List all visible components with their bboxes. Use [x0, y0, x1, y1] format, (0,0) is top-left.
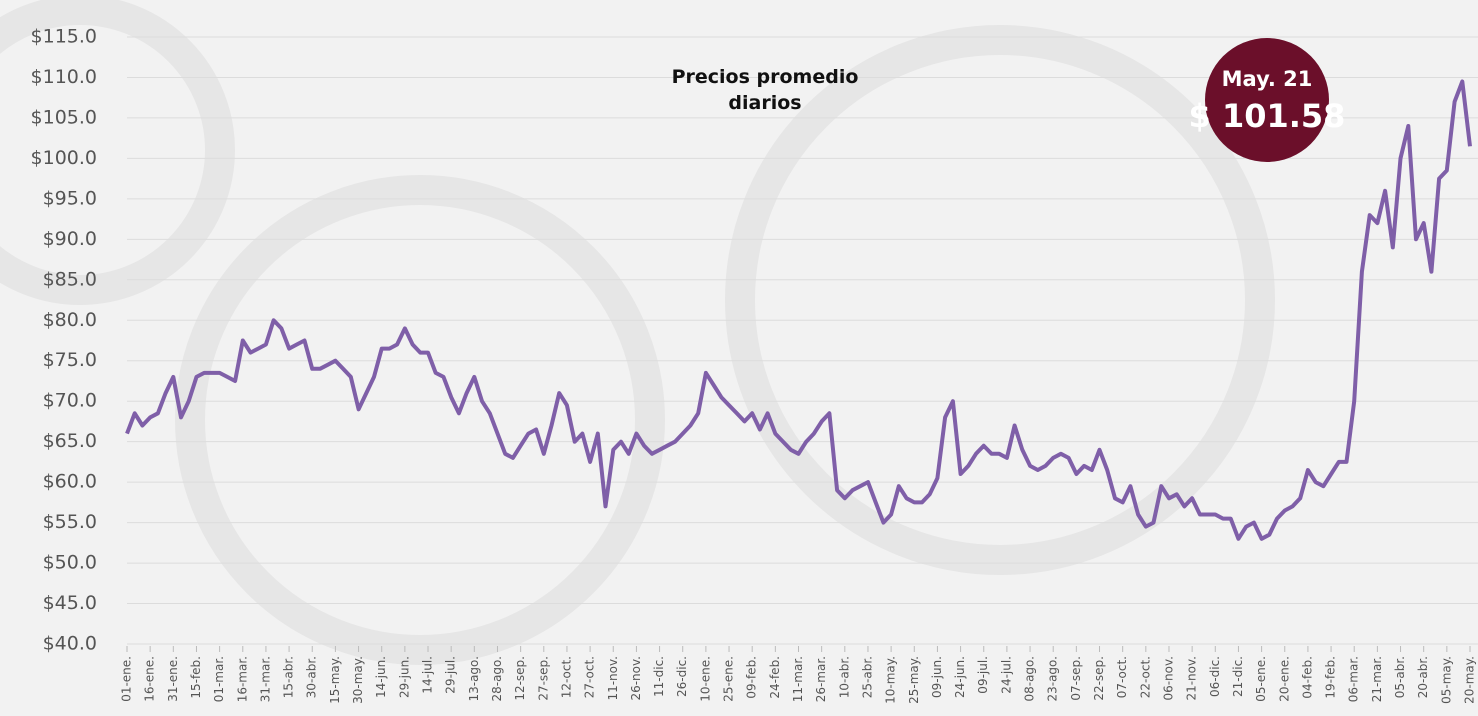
x-tick-label: 28-ago.: [490, 656, 504, 702]
x-tick-label: 05-ene.: [1254, 656, 1268, 702]
x-tick-label: 09-jul.: [976, 656, 990, 694]
x-tick-label: 22-oct.: [1138, 656, 1152, 698]
x-tick-label: 15-feb.: [189, 656, 203, 699]
y-tick-label: $50.0: [43, 552, 97, 574]
x-tick-label: 11-mar.: [791, 656, 805, 702]
x-tick-label: 15-may.: [328, 656, 342, 704]
x-tick-label: 14-jun.: [374, 656, 388, 698]
x-tick-label: 16-ene.: [143, 656, 157, 702]
y-tick-label: $45.0: [43, 592, 97, 614]
x-tick-label: 07-sep.: [1069, 656, 1083, 701]
x-tick-label: 01-ene.: [120, 656, 134, 702]
x-tick-label: 06-nov.: [1161, 656, 1175, 701]
x-tick-label: 10-abr.: [837, 656, 851, 698]
x-tick-label: 19-feb.: [1324, 656, 1338, 699]
chart: $40.0 $45.0 $50.0 $55.0 $60.0 $65.0 $70.0 $75.0…: [0, 0, 1478, 716]
x-tick-label: 25-may.: [907, 656, 921, 704]
background-decoration: [0, 10, 1260, 650]
x-tick-label: 12-sep.: [513, 656, 527, 701]
y-tick-label: $110.0: [31, 66, 97, 88]
x-tick-label: 25-abr.: [860, 656, 874, 698]
y-tick-label: $60.0: [43, 471, 97, 493]
y-tick-label: $40.0: [43, 633, 97, 655]
x-tick-label: 24-feb.: [768, 656, 782, 699]
x-tick-label: 05-abr.: [1393, 656, 1407, 698]
chart-title: Precios promedio diarios: [640, 64, 890, 116]
x-tick-label: 16-mar.: [235, 656, 249, 702]
y-tick-label: $100.0: [31, 147, 97, 169]
y-tick-label: $80.0: [43, 309, 97, 331]
x-tick-label: 11-dic.: [652, 656, 666, 697]
x-tick-label: 04-feb.: [1300, 656, 1314, 699]
x-tick-label: 10-may.: [884, 656, 898, 704]
x-tick-label: 09-feb.: [745, 656, 759, 699]
x-tick-label: 14-jul.: [421, 656, 435, 694]
x-tick-label: 24-jun.: [953, 656, 967, 698]
x-tick-label: 11-nov.: [606, 656, 620, 701]
x-tick-label: 21-dic.: [1231, 656, 1245, 697]
x-tick-label: 27-oct.: [583, 656, 597, 698]
x-tick-label: 25-ene.: [722, 656, 736, 702]
y-tick-label: $105.0: [31, 106, 97, 128]
x-tick-label: 06-dic.: [1208, 656, 1222, 697]
x-tick-label: 01-mar.: [212, 656, 226, 702]
x-tick-label: 13-ago.: [467, 656, 481, 702]
x-tick-label: 31-mar.: [258, 656, 272, 702]
x-tick-label: 21-mar.: [1370, 656, 1384, 702]
x-tick-label: 29-jul.: [444, 656, 458, 694]
x-tick-label: 26-nov.: [629, 656, 643, 701]
x-tick-label: 08-ago.: [1023, 656, 1037, 702]
x-tick-label: 06-mar.: [1347, 656, 1361, 702]
x-tick-label: 12-oct.: [559, 656, 573, 698]
annotation-price: $ 101.58: [1189, 97, 1346, 135]
x-tick-label: 09-jun.: [930, 656, 944, 698]
x-tick-label: 07-oct.: [1115, 656, 1129, 698]
x-tick-label: 26-dic.: [675, 656, 689, 697]
y-tick-label: $95.0: [43, 187, 97, 209]
x-tick-label: 23-ago.: [1046, 656, 1060, 702]
x-tick-label: 31-ene.: [166, 656, 180, 702]
y-tick-label: $85.0: [43, 268, 97, 290]
x-tick-label: 15-abr.: [282, 656, 296, 698]
x-tick-label: 10-ene.: [698, 656, 712, 702]
x-tick-label: 20-may.: [1463, 656, 1477, 704]
x-tick-label: 20-abr.: [1416, 656, 1430, 698]
y-tick-label: $75.0: [43, 349, 97, 371]
x-tick-label: 30-abr.: [305, 656, 319, 698]
x-tick-label: 21-nov.: [1185, 656, 1199, 701]
x-tick-label: 27-sep.: [536, 656, 550, 701]
x-tick-label: 05-may.: [1439, 656, 1453, 704]
y-tick-label: $70.0: [43, 390, 97, 412]
x-tick-label: 20-ene.: [1277, 656, 1291, 702]
x-tick-label: 24-jul.: [999, 656, 1013, 694]
annotation-date: May. 21: [1222, 67, 1313, 91]
y-tick-label: $55.0: [43, 511, 97, 533]
y-tick-label: $115.0: [31, 26, 97, 48]
x-tick-label: 30-may.: [351, 656, 365, 704]
x-tick-label: 26-mar.: [814, 656, 828, 702]
y-tick-label: $90.0: [43, 228, 97, 250]
x-tick-label: 29-jun.: [397, 656, 411, 698]
x-tick-label: 22-sep.: [1092, 656, 1106, 701]
y-tick-label: $65.0: [43, 430, 97, 452]
